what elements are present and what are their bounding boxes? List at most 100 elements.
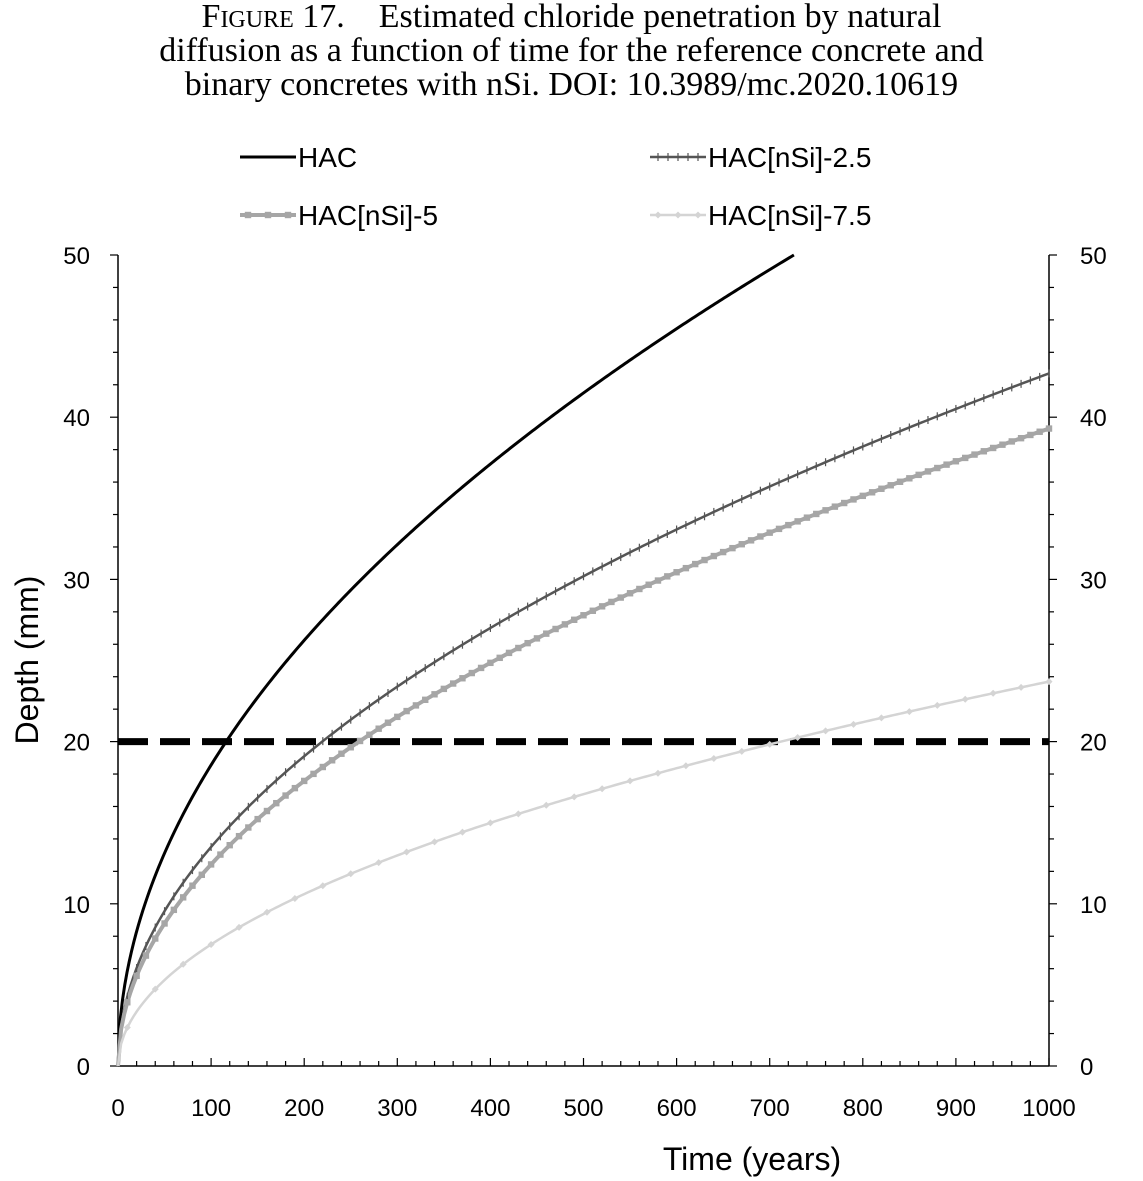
legend-marker-2 [264,211,272,219]
series-marker-2 [152,935,159,942]
series-marker-2 [273,799,280,807]
x-tick-label: 900 [936,1095,976,1122]
series-marker-2 [505,649,513,657]
series-marker-3 [710,754,718,762]
series-marker-2 [561,621,569,628]
series-marker-2 [989,444,997,452]
series-marker-3 [766,740,774,748]
series-marker-2 [645,581,652,588]
x-tick-label: 600 [657,1095,697,1122]
series-marker-2 [729,544,736,552]
x-tick-label: 100 [191,1095,231,1122]
series-marker-2 [654,577,662,584]
series-marker-2 [934,464,941,472]
series-marker-2 [217,851,224,858]
series-marker-2 [794,518,801,525]
series-marker-3 [319,882,327,890]
series-marker-2 [701,556,708,564]
series-marker-3 [235,923,243,931]
legend-marker-3 [674,211,682,219]
x-tick-label: 700 [750,1095,790,1122]
series-marker-2 [282,792,289,799]
series-marker-2 [608,598,615,606]
series-marker-2 [868,489,876,496]
series-marker-2 [431,691,438,698]
legend-label-0: HAC [298,142,357,173]
series-marker-3 [458,828,466,836]
series-marker-2 [962,454,969,462]
y-tick-label-left: 0 [77,1054,90,1081]
series-marker-2 [422,696,429,704]
series-marker-3 [514,810,522,818]
series-marker-2 [943,461,950,468]
series-marker-2 [803,514,811,521]
series-marker-2 [924,468,932,475]
series-marker-2 [477,664,485,672]
series-marker-3 [179,960,187,968]
series-marker-2 [710,552,718,560]
series-marker-2 [859,492,866,500]
series-marker-3 [151,985,159,993]
series-marker-2 [906,475,913,482]
series-marker-2 [170,906,178,914]
series-marker-2 [775,525,783,533]
x-tick-label: 1000 [1022,1095,1075,1122]
caption-line-2: diffusion as a function of time for the … [159,32,984,69]
series-marker-2 [952,458,960,465]
series-marker-2 [980,448,988,455]
series-marker-2 [468,669,475,677]
x-tick-label: 300 [377,1095,417,1122]
series-marker-2 [403,707,410,715]
y-tick-label-right: 40 [1080,405,1107,432]
series-marker-2 [1027,431,1034,439]
series-marker-3 [403,848,411,856]
chart-legend: HAC HAC[nSi]-2.5 HAC[nSi]-5 HAC[nSi]-7.5 [240,142,871,231]
series-marker-3 [291,894,299,902]
series-marker-2 [664,573,671,580]
series-marker-2 [198,871,205,878]
series-marker-2 [692,560,699,568]
series-marker-2 [338,750,345,757]
legend-marker-3 [654,211,662,219]
series-marker-2 [310,770,317,778]
series-marker-2 [124,999,131,1006]
y-tick-label-left: 40 [63,405,90,432]
x-tick-label: 0 [111,1095,124,1122]
series-marker-2 [813,510,820,518]
series-marker-2 [515,644,522,652]
series-marker-2 [598,603,606,610]
series-lines [116,253,1050,1067]
series-marker-2 [1008,438,1015,445]
legend-marker-3 [694,211,702,219]
series-marker-2 [524,639,531,647]
series-marker-3 [877,714,885,722]
series-marker-2 [161,920,168,927]
series-marker-2 [142,952,150,959]
series-marker-2 [673,569,680,576]
series-marker-3 [347,870,355,878]
series-marker-3 [1045,678,1053,686]
y-tick-label-left: 30 [63,567,90,594]
series-marker-2 [375,725,382,732]
series-marker-3 [654,769,662,777]
series-marker-2 [552,625,559,633]
series-marker-3 [626,777,634,785]
series-marker-2 [328,757,336,764]
series-marker-3 [738,747,746,755]
series-line-0 [116,253,795,1067]
x-tick-label: 800 [843,1095,883,1122]
series-marker-3 [123,1024,131,1032]
series-marker-2 [1036,428,1043,435]
series-marker-2 [887,482,894,489]
y-tick-label-right: 50 [1080,243,1107,270]
series-marker-2 [589,607,597,614]
y-tick-label-right: 0 [1080,1054,1093,1081]
series-marker-2 [580,612,587,619]
caption-line-1: Figure 17. Estimated chloride penetratio… [0,0,1143,34]
series-marker-2 [179,894,187,901]
x-tick-label: 500 [563,1095,603,1122]
series-line-2 [116,426,1050,1067]
y-tick-label-right: 10 [1080,892,1107,919]
y-tick-label-right: 30 [1080,567,1107,594]
